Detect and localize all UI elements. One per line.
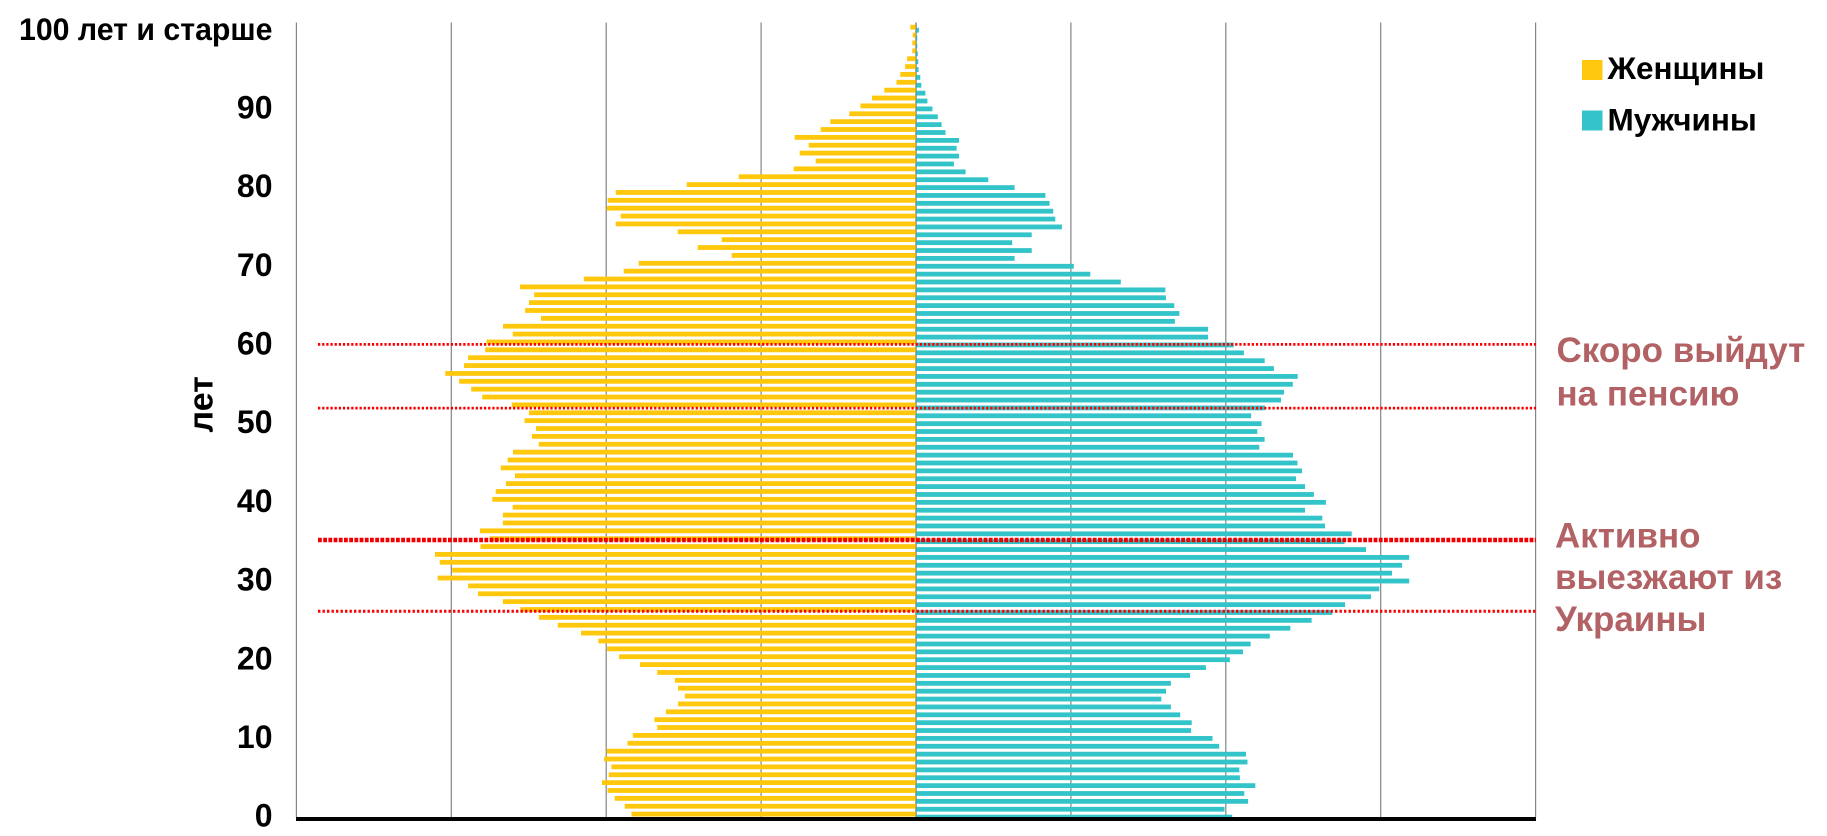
svg-text:Украины: Украины (1555, 600, 1706, 639)
svg-text:на пенсию: на пенсию (1557, 375, 1740, 414)
svg-text:100 лет и старше: 100 лет и старше (19, 11, 273, 47)
svg-text:10: 10 (237, 719, 273, 755)
svg-text:30: 30 (237, 562, 273, 598)
svg-text:Скоро выйдут: Скоро выйдут (1557, 331, 1806, 370)
svg-text:Женщины: Женщины (1607, 50, 1765, 86)
svg-text:лет: лет (182, 376, 220, 432)
svg-text:Активно: Активно (1555, 517, 1701, 556)
svg-text:0: 0 (255, 798, 273, 834)
svg-text:80: 80 (237, 168, 273, 204)
svg-text:выезжают из: выезжают из (1555, 558, 1782, 597)
svg-text:90: 90 (237, 90, 273, 126)
svg-text:50: 50 (237, 404, 273, 440)
svg-text:20: 20 (237, 640, 273, 676)
svg-text:60: 60 (237, 326, 273, 362)
svg-text:70: 70 (237, 247, 273, 283)
svg-text:Мужчины: Мужчины (1608, 102, 1757, 138)
svg-text:40: 40 (237, 483, 273, 519)
